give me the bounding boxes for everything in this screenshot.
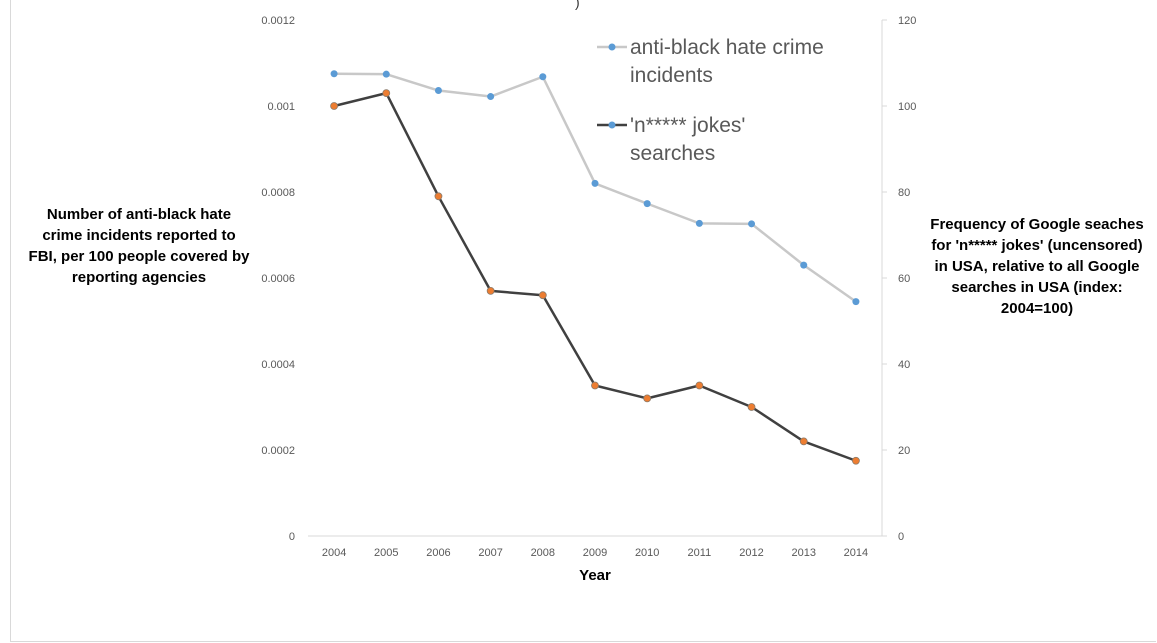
- left-tick-label: 0: [289, 531, 295, 543]
- right-tick-label: 100: [898, 101, 916, 113]
- x-tick-label: 2009: [583, 547, 607, 559]
- data-point-series-1: [330, 102, 338, 110]
- data-point-series-1: [434, 192, 443, 201]
- data-point-series-0: [434, 87, 442, 95]
- x-tick-label: 2006: [426, 547, 450, 559]
- data-point-series-0: [643, 200, 651, 208]
- top-fragment: ): [575, 0, 580, 10]
- right-axis-title: Frequency of Google seaches for 'n***** …: [930, 216, 1144, 317]
- right-tick-label: 20: [898, 445, 910, 457]
- right-tick-label: 120: [898, 15, 916, 27]
- data-point-series-0: [748, 220, 756, 228]
- left-tick-label: 0.001: [267, 101, 295, 113]
- legend-marker-1: [608, 121, 616, 129]
- legend-label-0: incidents: [630, 64, 713, 87]
- legend-label-0: anti-black hate crime: [630, 36, 824, 59]
- x-axis-title: Year: [579, 567, 611, 584]
- data-point-series-1: [538, 291, 547, 300]
- data-point-series-1: [747, 403, 756, 411]
- x-tick-label: 2004: [322, 547, 346, 559]
- legend-marker-0: [608, 43, 616, 51]
- series-line-1: [333, 91, 857, 462]
- data-point-series-0: [852, 298, 860, 306]
- data-point-series-0: [591, 179, 599, 187]
- x-tick-label: 2011: [688, 547, 712, 559]
- left-axis-title: Number of anti-black hate crime incident…: [28, 206, 250, 286]
- right-tick-label: 60: [898, 273, 910, 285]
- data-point-series-1: [486, 286, 495, 295]
- left-tick-label: 0.0008: [261, 187, 295, 199]
- legend-label-1: 'n***** jokes': [630, 114, 745, 137]
- right-tick-label: 80: [898, 187, 910, 199]
- data-point-series-1: [695, 381, 704, 390]
- data-point-series-0: [695, 219, 703, 227]
- data-point-series-0: [539, 73, 547, 81]
- legend-label-1: searches: [630, 142, 715, 165]
- data-point-series-0: [382, 70, 390, 78]
- x-tick-label: 2007: [478, 547, 502, 559]
- data-point-series-0: [330, 70, 338, 78]
- left-tick-label: 0.0004: [261, 359, 295, 371]
- x-tick-label: 2012: [739, 547, 763, 559]
- x-tick-label: 2014: [844, 547, 868, 559]
- x-tick-label: 2013: [791, 547, 815, 559]
- data-point-series-1: [591, 381, 599, 390]
- right-tick-label: 0: [898, 531, 904, 543]
- left-tick-label: 0.0012: [261, 15, 295, 27]
- data-point-series-1: [852, 456, 860, 465]
- data-point-series-1: [643, 394, 652, 403]
- x-tick-label: 2010: [635, 547, 659, 559]
- data-point-series-1: [799, 437, 808, 446]
- x-tick-label: 2008: [531, 547, 555, 559]
- series-line-0: [334, 72, 857, 303]
- left-tick-label: 0.0002: [261, 445, 295, 457]
- data-point-series-0: [487, 93, 495, 101]
- right-tick-label: 40: [898, 359, 910, 371]
- data-point-series-1: [382, 89, 391, 97]
- x-tick-label: 2005: [374, 547, 398, 559]
- data-point-series-0: [800, 261, 808, 269]
- left-tick-label: 0.0006: [261, 273, 295, 285]
- figure-frame: [10, 0, 1156, 642]
